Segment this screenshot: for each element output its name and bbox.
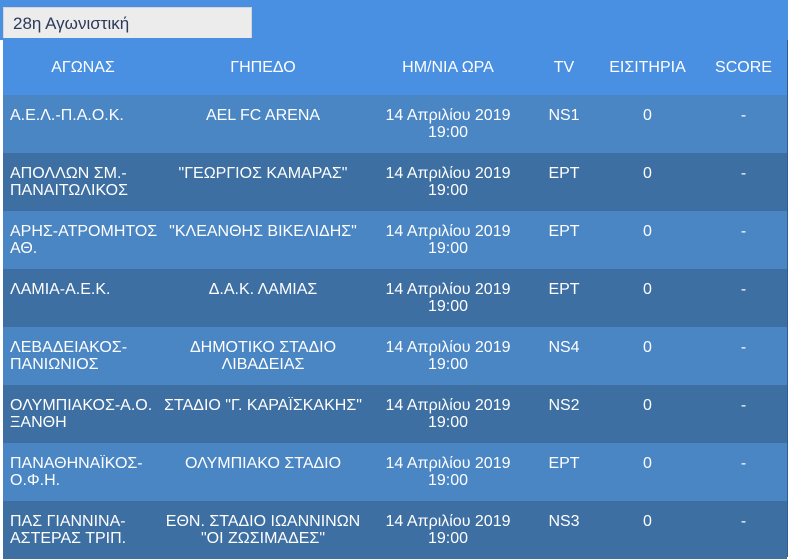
tab-matchday[interactable]: 28η Αγωνιστική [3,7,252,38]
date-text: 14 Απριλίου 2019 [385,107,511,124]
date-text: 14 Απριλίου 2019 [385,513,511,530]
time-text: 19:00 [427,356,469,373]
date-text: 14 Απριλίου 2019 [385,223,511,240]
tv-cell: ΕΡΤ [548,281,580,298]
match-cell: ΑΡΗΣ-ΑΤΡΟΜΗΤΟΣ ΑΘ. [10,223,158,257]
tickets-cell: 0 [643,223,652,240]
tickets-cell: 0 [643,455,652,472]
stadium-cell: "ΚΛΕΑΝΘΗΣ ΒΙΚΕΛΙΔΗΣ" [169,223,357,240]
header-datetime: ΗΜ/ΝΙΑ ΩΡΑ [402,58,494,76]
tickets-cell: 0 [643,397,652,414]
stadium-cell: ΣΤΑΔΙΟ "Γ. ΚΑΡΑΪΣΚΑΚΗΣ" [164,397,362,414]
score-cell: - [740,281,747,298]
time-text: 19:00 [427,414,469,431]
table-row: ΟΛΥΜΠΙΑΚΟΣ-Α.Ο. ΞΑΝΘΗ ΣΤΑΔΙΟ "Γ. ΚΑΡΑΪΣΚ… [3,385,787,443]
stadium-cell: ΔΗΜΟΤΙΚΟ ΣΤΑΔΙΟ ΛΙΒΑΔΕΙΑΣ [189,339,337,373]
header-tickets: ΕΙΣΙΤΗΡΙΑ [609,58,686,76]
datetime-cell: 14 Απριλίου 2019 19:00 [363,107,533,153]
tab-strip: 28η Αγωνιστική [0,0,788,40]
tv-cell: ΕΡΤ [548,223,580,240]
stadium-cell: Δ.Α.Κ. ΛΑΜΙΑΣ [208,281,318,298]
date-text: 14 Απριλίου 2019 [385,397,511,414]
header-match: ΑΓΩΝΑΣ [51,58,115,76]
fixtures-table: ΑΓΩΝΑΣ ΓΗΠΕΔΟ ΗΜ/ΝΙΑ ΩΡΑ TV ΕΙΣΙΤΗΡΙΑ SC… [3,40,787,559]
tv-cell: NS1 [548,107,580,124]
score-cell: - [740,397,747,414]
tv-cell: ΕΡΤ [548,455,580,472]
datetime-cell: 14 Απριλίου 2019 19:00 [363,397,533,443]
table-row: ΛΑΜΙΑ-Α.Ε.Κ. Δ.Α.Κ. ΛΑΜΙΑΣ 14 Απριλίου 2… [3,269,787,327]
table-row: ΠΑΣ ΓΙΑΝΝΙΝΑ-ΑΣΤΕΡΑΣ ΤΡΙΠ. ΕΘΝ. ΣΤΑΔΙΟ Ι… [3,501,787,559]
datetime-cell: 14 Απριλίου 2019 19:00 [363,513,533,559]
match-cell: Α.Ε.Λ.-Π.Α.Ο.Κ. [10,107,124,124]
score-cell: - [740,107,747,124]
date-text: 14 Απριλίου 2019 [385,455,511,472]
time-text: 19:00 [427,240,469,257]
header-tv: TV [553,58,575,76]
table-row: ΛΕΒΑΔΕΙΑΚΟΣ-ΠΑΝΙΩΝΙΟΣ ΔΗΜΟΤΙΚΟ ΣΤΑΔΙΟ ΛΙ… [3,327,787,385]
date-text: 14 Απριλίου 2019 [385,339,511,356]
tickets-cell: 0 [643,281,652,298]
tv-cell: NS2 [548,397,580,414]
datetime-cell: 14 Απριλίου 2019 19:00 [363,339,533,385]
table-row: Α.Ε.Λ.-Π.Α.Ο.Κ. AEL FC ARENA 14 Απριλίου… [3,95,787,153]
time-text: 19:00 [427,472,469,489]
datetime-cell: 14 Απριλίου 2019 19:00 [363,455,533,501]
time-text: 19:00 [427,530,469,547]
score-cell: - [740,165,747,182]
datetime-cell: 14 Απριλίου 2019 19:00 [363,165,533,211]
datetime-cell: 14 Απριλίου 2019 19:00 [363,281,533,327]
header-stadium: ΓΗΠΕΔΟ [230,58,296,76]
time-text: 19:00 [427,124,469,141]
table-row: ΑΡΗΣ-ΑΤΡΟΜΗΤΟΣ ΑΘ. "ΚΛΕΑΝΘΗΣ ΒΙΚΕΛΙΔΗΣ" … [3,211,787,269]
match-cell: ΛΕΒΑΔΕΙΑΚΟΣ-ΠΑΝΙΩΝΙΟΣ [10,339,128,373]
tickets-cell: 0 [643,165,652,182]
stadium-cell: "ΓΕΩΡΓΙΟΣ ΚΑΜΑΡΑΣ" [178,165,348,182]
stadium-cell: ΟΛΥΜΠΙΑΚΟ ΣΤΑΔΙΟ [184,455,342,472]
match-cell: ΟΛΥΜΠΙΑΚΟΣ-Α.Ο. ΞΑΝΘΗ [10,397,153,431]
table-header: ΑΓΩΝΑΣ ΓΗΠΕΔΟ ΗΜ/ΝΙΑ ΩΡΑ TV ΕΙΣΙΤΗΡΙΑ SC… [3,40,787,95]
stadium-cell: ΕΘΝ. ΣΤΑΔΙΟ ΙΩΑΝΝΙΝΩΝ "ΟΙ ΖΩΣΙΜΑΔΕΣ" [165,513,361,547]
time-text: 19:00 [427,182,469,199]
score-cell: - [740,513,747,530]
table-row: ΑΠΟΛΛΩΝ ΣΜ.-ΠΑΝΑΙΤΩΛΙΚΟΣ "ΓΕΩΡΓΙΟΣ ΚΑΜΑΡ… [3,153,787,211]
score-cell: - [740,223,747,240]
score-cell: - [740,339,747,356]
table-row: ΠΑΝΑΘΗΝΑΪΚΟΣ-Ο.Φ.Η. ΟΛΥΜΠΙΑΚΟ ΣΤΑΔΙΟ 14 … [3,443,787,501]
score-cell: - [740,455,747,472]
match-cell: ΑΠΟΛΛΩΝ ΣΜ.-ΠΑΝΑΙΤΩΛΙΚΟΣ [10,165,128,199]
tickets-cell: 0 [643,513,652,530]
tickets-cell: 0 [643,339,652,356]
date-text: 14 Απριλίου 2019 [385,281,511,298]
match-cell: ΠΑΝΑΘΗΝΑΪΚΟΣ-Ο.Φ.Η. [10,455,143,489]
tv-cell: NS4 [548,339,580,356]
header-score: SCORE [715,58,772,76]
match-cell: ΠΑΣ ΓΙΑΝΝΙΝΑ-ΑΣΤΕΡΑΣ ΤΡΙΠ. [10,513,127,547]
tv-cell: ΕΡΤ [548,165,580,182]
date-text: 14 Απριλίου 2019 [385,165,511,182]
datetime-cell: 14 Απριλίου 2019 19:00 [363,223,533,269]
time-text: 19:00 [427,298,469,315]
tv-cell: NS3 [548,513,580,530]
match-cell: ΛΑΜΙΑ-Α.Ε.Κ. [10,281,111,298]
stadium-cell: AEL FC ARENA [205,107,321,124]
tickets-cell: 0 [643,107,652,124]
